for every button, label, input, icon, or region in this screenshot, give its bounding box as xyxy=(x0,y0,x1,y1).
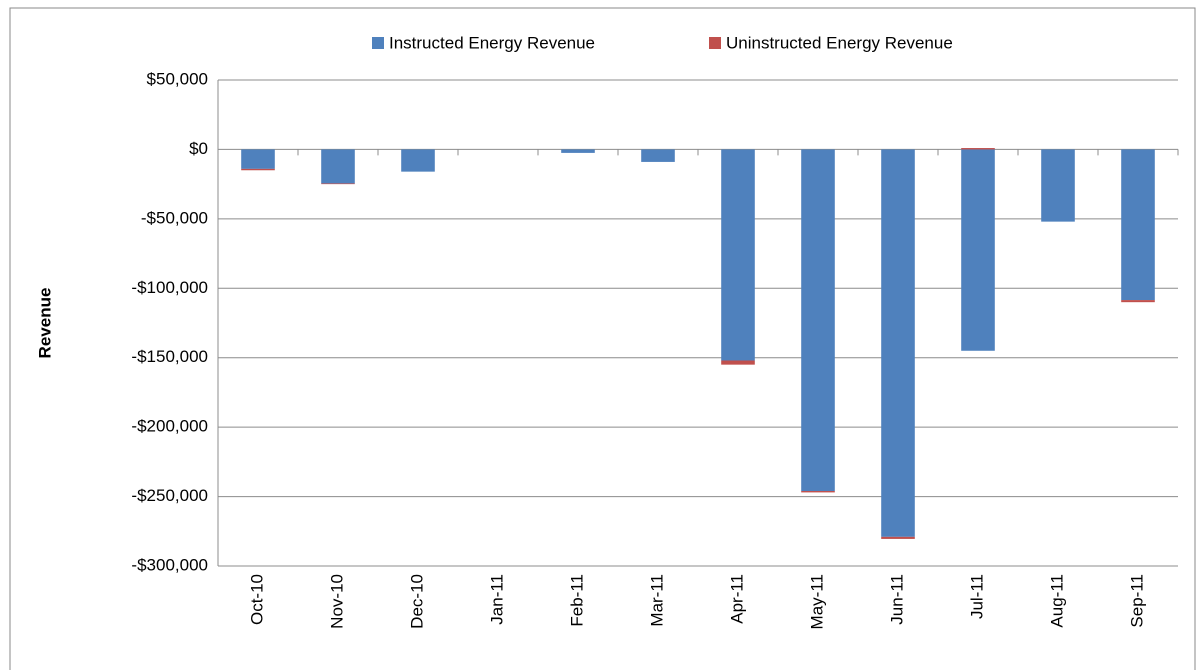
y-axis-title: Revenue xyxy=(35,288,54,359)
y-tick-label: $50,000 xyxy=(147,69,208,88)
y-tick-label: -$100,000 xyxy=(131,278,208,297)
y-tick-label: $0 xyxy=(189,139,208,158)
bar xyxy=(881,536,915,539)
legend-label: Uninstructed Energy Revenue xyxy=(726,33,953,52)
x-tick-label: Mar-11 xyxy=(647,574,666,627)
y-tick-label: -$200,000 xyxy=(131,417,208,436)
x-tick-label: Nov-10 xyxy=(327,574,346,629)
bar xyxy=(561,149,595,153)
bar xyxy=(1041,149,1075,222)
bar xyxy=(801,491,835,493)
x-tick-label: Aug-11 xyxy=(1047,574,1066,628)
bar xyxy=(721,149,755,361)
y-tick-label: -$250,000 xyxy=(131,486,208,505)
x-tick-label: Feb-11 xyxy=(567,574,586,627)
bar xyxy=(641,149,675,162)
bar xyxy=(321,183,355,185)
bar xyxy=(961,149,995,351)
bar xyxy=(1121,300,1155,303)
x-tick-label: Oct-10 xyxy=(247,574,266,625)
bar xyxy=(801,149,835,492)
x-tick-label: Jun-11 xyxy=(887,574,906,625)
y-tick-label: -$50,000 xyxy=(141,208,208,227)
legend-label: Instructed Energy Revenue xyxy=(389,33,595,52)
legend-swatch xyxy=(372,37,384,49)
bar xyxy=(961,148,995,150)
bar xyxy=(241,168,275,171)
x-tick-label: Apr-11 xyxy=(727,574,746,624)
chart-border xyxy=(9,7,1196,670)
y-tick-label: -$300,000 xyxy=(131,555,208,574)
y-tick-label: -$150,000 xyxy=(131,347,208,366)
bar xyxy=(721,360,755,365)
legend-swatch xyxy=(709,37,721,49)
x-tick-label: Jan-11 xyxy=(487,574,506,625)
bar xyxy=(401,149,435,172)
x-tick-label: Jul-11 xyxy=(967,574,986,619)
x-tick-label: Dec-10 xyxy=(407,574,426,629)
bar xyxy=(321,149,355,184)
x-tick-label: May-11 xyxy=(807,574,826,629)
x-tick-label: Sep-11 xyxy=(1127,574,1146,628)
bar xyxy=(1121,149,1155,301)
bar xyxy=(241,149,275,169)
bar xyxy=(881,149,915,537)
